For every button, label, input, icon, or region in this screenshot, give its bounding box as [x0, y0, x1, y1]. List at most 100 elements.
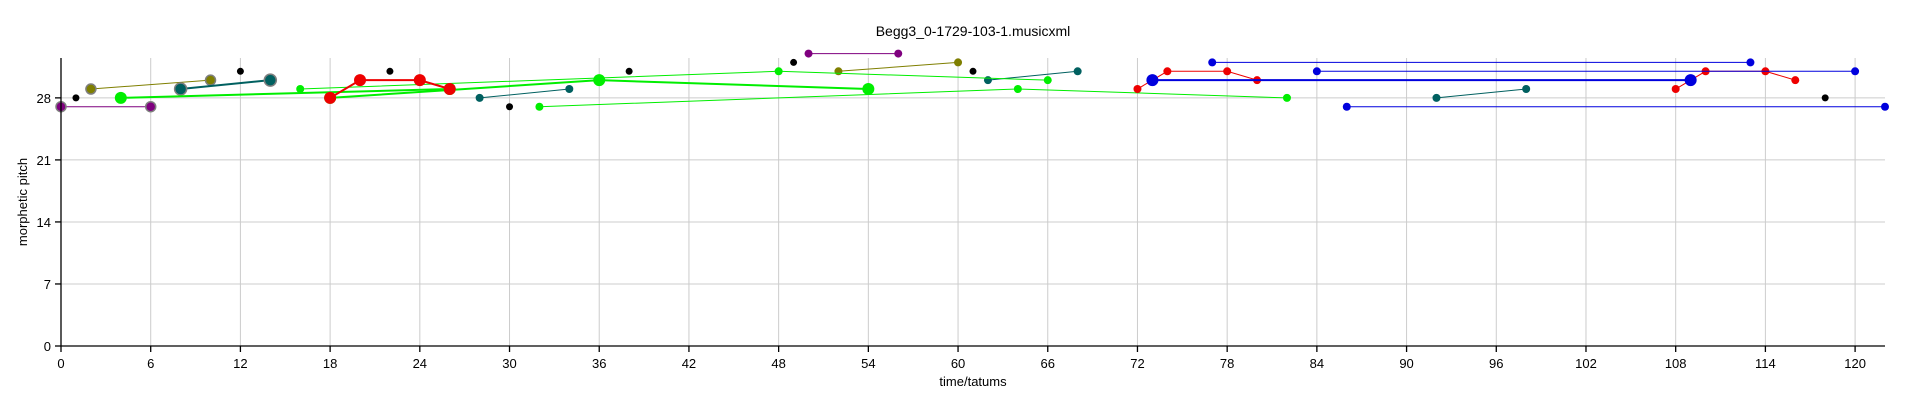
data-point [413, 74, 426, 87]
series-line [329, 79, 451, 99]
data-point [1312, 67, 1321, 76]
x-tick-label: 120 [1844, 356, 1866, 371]
data-point [506, 103, 514, 111]
series-19 [72, 58, 1829, 111]
y-tick-label: 7 [44, 277, 51, 292]
series-16 [1208, 58, 1755, 67]
x-axis-label: time/tatums [939, 374, 1007, 389]
series-0 [55, 100, 157, 113]
data-point [565, 85, 574, 94]
series-17 [1312, 67, 1860, 76]
data-point [625, 67, 633, 75]
series-line [120, 88, 450, 99]
data-point [535, 102, 544, 111]
x-tick-label: 30 [502, 356, 516, 371]
data-point [1684, 74, 1697, 87]
y-tick-label: 14 [37, 215, 51, 230]
data-point [983, 76, 992, 85]
x-tick-label: 42 [682, 356, 696, 371]
series-5 [475, 85, 574, 102]
data-point [296, 85, 305, 94]
data-point [443, 83, 456, 96]
x-tick-label: 60 [951, 356, 965, 371]
series-3 [834, 58, 963, 76]
x-tick-label: 114 [1755, 356, 1776, 371]
data-point [85, 83, 97, 95]
x-tick-label: 12 [233, 356, 247, 371]
data-point [475, 93, 484, 102]
x-tick-label: 24 [413, 356, 427, 371]
data-point [1671, 85, 1680, 94]
y-tick-label: 28 [37, 91, 51, 106]
x-tick-label: 96 [1489, 356, 1503, 371]
series-line [479, 88, 570, 99]
x-tick-label: 36 [592, 356, 606, 371]
series-line [90, 79, 211, 90]
data-point [1881, 102, 1889, 111]
x-tick-label: 66 [1041, 356, 1055, 371]
x-tick-label: 90 [1399, 356, 1413, 371]
x-tick-label: 18 [323, 356, 337, 371]
data-point [954, 58, 963, 67]
data-point [1073, 67, 1082, 76]
data-point [593, 74, 606, 87]
data-point [114, 91, 127, 104]
series-15 [1146, 74, 1697, 87]
data-point [1043, 76, 1052, 85]
data-series [55, 49, 1889, 113]
data-point [1522, 85, 1531, 94]
chart-title: Begg3_0-1729-103-1.musicxml [876, 23, 1071, 39]
series-10 [296, 67, 1052, 94]
data-point [1013, 85, 1022, 94]
data-point [72, 94, 80, 102]
series-line [838, 61, 959, 72]
x-tick-label: 72 [1130, 356, 1144, 371]
data-point [1746, 58, 1755, 67]
series-18 [1342, 102, 1889, 111]
axes: 0 6 12 18 24 30 36 42 48 54 60 66 72 78 84 90 96 102 108 11… [37, 58, 1885, 371]
series-1 [804, 49, 903, 58]
data-point [1133, 85, 1142, 94]
data-point [1342, 102, 1351, 111]
x-tick-label: 48 [771, 356, 785, 371]
y-axis-label: morphetic pitch [15, 158, 30, 246]
data-point [834, 67, 843, 76]
data-point [894, 49, 903, 58]
data-point [324, 91, 337, 104]
data-point [354, 74, 367, 87]
series-line [1436, 88, 1527, 99]
x-tick-label: 78 [1220, 356, 1234, 371]
data-point [236, 67, 244, 75]
y-tick-label: 21 [37, 153, 51, 168]
data-point [774, 67, 783, 76]
series-11 [535, 85, 1291, 111]
data-point [144, 100, 157, 113]
data-point [1223, 67, 1232, 76]
x-tick-label: 108 [1665, 356, 1687, 371]
x-tick-label: 0 [57, 356, 64, 371]
data-point [862, 83, 875, 96]
data-point [1282, 93, 1291, 102]
x-tick-label: 54 [861, 356, 875, 371]
x-tick-label: 6 [147, 356, 154, 371]
x-tick-label: 84 [1310, 356, 1324, 371]
data-point [969, 67, 977, 75]
data-point [1146, 74, 1159, 87]
series-7 [1432, 85, 1531, 102]
data-point [1821, 94, 1829, 102]
x-tick-label: 102 [1575, 356, 1597, 371]
data-point [1791, 76, 1800, 85]
data-point [804, 49, 813, 58]
data-point [263, 73, 278, 87]
y-tick-label: 0 [44, 339, 51, 354]
data-point [790, 58, 798, 66]
series-12 [324, 74, 456, 104]
data-point [1432, 93, 1441, 102]
series-6 [983, 67, 1082, 85]
data-point [1163, 67, 1172, 76]
data-point [173, 82, 188, 96]
data-point [204, 74, 217, 86]
data-point [1851, 67, 1860, 76]
data-point [386, 67, 394, 75]
